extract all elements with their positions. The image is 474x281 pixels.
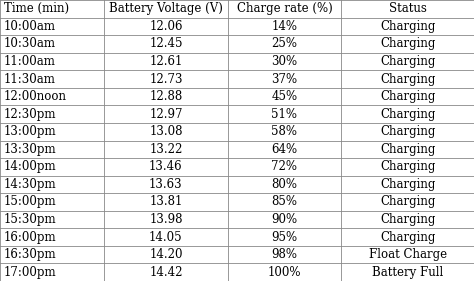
Text: Charging: Charging xyxy=(380,90,435,103)
Text: 90%: 90% xyxy=(271,213,298,226)
Text: 80%: 80% xyxy=(272,178,297,191)
Text: Charging: Charging xyxy=(380,37,435,50)
Text: 10:00am: 10:00am xyxy=(4,20,56,33)
Text: Battery Voltage (V): Battery Voltage (V) xyxy=(109,2,223,15)
Text: Charging: Charging xyxy=(380,231,435,244)
Text: 16:00pm: 16:00pm xyxy=(4,231,56,244)
Text: 13.46: 13.46 xyxy=(149,160,182,173)
Text: 12:00noon: 12:00noon xyxy=(4,90,67,103)
Text: 14:00pm: 14:00pm xyxy=(4,160,56,173)
Text: Charging: Charging xyxy=(380,20,435,33)
Text: 12.45: 12.45 xyxy=(149,37,182,50)
Text: Charging: Charging xyxy=(380,213,435,226)
Text: Status: Status xyxy=(389,2,427,15)
Text: 37%: 37% xyxy=(271,72,298,85)
Text: Charging: Charging xyxy=(380,160,435,173)
Text: 16:30pm: 16:30pm xyxy=(4,248,56,261)
Text: Charging: Charging xyxy=(380,196,435,209)
Text: Charge rate (%): Charge rate (%) xyxy=(237,2,332,15)
Text: 12.73: 12.73 xyxy=(149,72,182,85)
Text: 13.08: 13.08 xyxy=(149,125,182,138)
Text: 13.63: 13.63 xyxy=(149,178,182,191)
Text: 11:30am: 11:30am xyxy=(4,72,55,85)
Text: Charging: Charging xyxy=(380,125,435,138)
Text: 13.22: 13.22 xyxy=(149,143,182,156)
Text: 13.81: 13.81 xyxy=(149,196,182,209)
Text: 45%: 45% xyxy=(271,90,298,103)
Text: 13.98: 13.98 xyxy=(149,213,182,226)
Text: 12.06: 12.06 xyxy=(149,20,182,33)
Text: 14:30pm: 14:30pm xyxy=(4,178,56,191)
Text: 15:00pm: 15:00pm xyxy=(4,196,56,209)
Text: 85%: 85% xyxy=(272,196,297,209)
Text: 51%: 51% xyxy=(272,108,297,121)
Text: 12.88: 12.88 xyxy=(149,90,182,103)
Text: 12.61: 12.61 xyxy=(149,55,182,68)
Text: 12:30pm: 12:30pm xyxy=(4,108,56,121)
Text: 11:00am: 11:00am xyxy=(4,55,55,68)
Text: 13:00pm: 13:00pm xyxy=(4,125,56,138)
Text: 30%: 30% xyxy=(271,55,298,68)
Text: Charging: Charging xyxy=(380,108,435,121)
Text: 64%: 64% xyxy=(271,143,298,156)
Text: 14.42: 14.42 xyxy=(149,266,182,279)
Text: 15:30pm: 15:30pm xyxy=(4,213,56,226)
Text: 100%: 100% xyxy=(268,266,301,279)
Text: Battery Full: Battery Full xyxy=(372,266,443,279)
Text: Charging: Charging xyxy=(380,72,435,85)
Text: Charging: Charging xyxy=(380,55,435,68)
Text: 10:30am: 10:30am xyxy=(4,37,56,50)
Text: 13:30pm: 13:30pm xyxy=(4,143,56,156)
Text: 25%: 25% xyxy=(272,37,297,50)
Text: 12.97: 12.97 xyxy=(149,108,182,121)
Text: 17:00pm: 17:00pm xyxy=(4,266,56,279)
Text: Charging: Charging xyxy=(380,143,435,156)
Text: 95%: 95% xyxy=(271,231,298,244)
Text: Charging: Charging xyxy=(380,178,435,191)
Text: 14%: 14% xyxy=(272,20,297,33)
Text: 58%: 58% xyxy=(272,125,297,138)
Text: 98%: 98% xyxy=(272,248,297,261)
Text: 14.05: 14.05 xyxy=(149,231,182,244)
Text: Float Charge: Float Charge xyxy=(369,248,447,261)
Text: 14.20: 14.20 xyxy=(149,248,182,261)
Text: 72%: 72% xyxy=(272,160,297,173)
Text: Time (min): Time (min) xyxy=(4,2,69,15)
